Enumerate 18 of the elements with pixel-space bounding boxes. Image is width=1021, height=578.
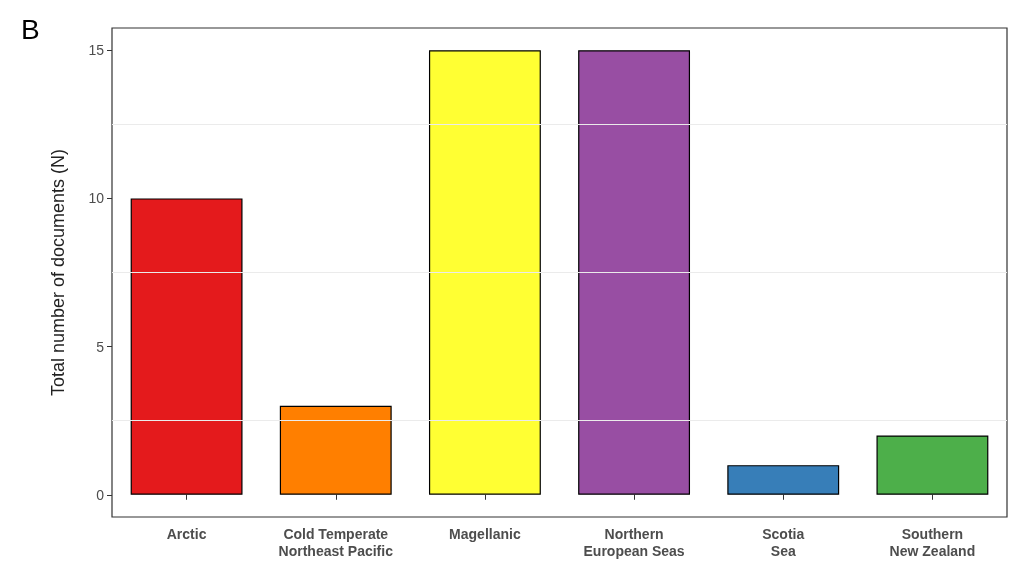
bar bbox=[428, 50, 541, 495]
bar bbox=[130, 198, 243, 495]
y-tick-label: 10 bbox=[88, 190, 105, 207]
x-tick-label: Southern New Zealand bbox=[889, 525, 976, 559]
y-axis-title: Total number of documents (N) bbox=[48, 148, 68, 397]
x-tick-label: Magellanic bbox=[449, 525, 521, 542]
x-tick-label: Northern European Seas bbox=[583, 525, 685, 559]
chart-title: B bbox=[21, 13, 40, 45]
bar bbox=[876, 435, 989, 495]
bar bbox=[578, 50, 691, 495]
x-tick-label: Cold Temperate Northeast Pacific bbox=[278, 525, 394, 559]
x-tick-label: Scotia Sea bbox=[762, 525, 805, 559]
bar bbox=[727, 465, 840, 495]
bar bbox=[279, 405, 392, 495]
y-tick-label: 5 bbox=[96, 338, 105, 355]
x-tick-label: Arctic bbox=[166, 525, 207, 542]
y-tick-label: 15 bbox=[88, 42, 105, 59]
y-tick-label: 0 bbox=[96, 486, 105, 503]
